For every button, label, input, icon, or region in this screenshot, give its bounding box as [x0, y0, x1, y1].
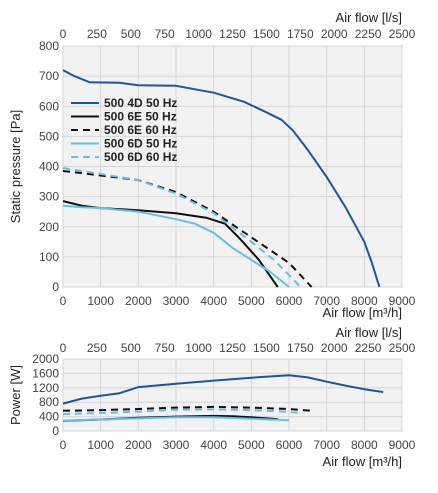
pressure-y-tick-label: 800: [39, 39, 59, 53]
power-x-tick-label: 6000: [276, 438, 303, 452]
power-y-tick-label: 1200: [32, 381, 59, 395]
pressure-series-line-2: [62, 170, 313, 288]
pressure-y-tick-label: 500: [39, 129, 59, 143]
power-x-tick-label: 9000: [389, 438, 416, 452]
pressure-x2-axis-label: Air flow [l/s]: [336, 10, 402, 25]
power-x2-tick-label: 1500: [253, 341, 280, 355]
power-series-line-2: [62, 405, 312, 412]
power-x-tick-label: 0: [60, 438, 67, 452]
power-y-tick-label: 1600: [32, 366, 59, 380]
pressure-y-tick-label: 400: [39, 160, 59, 174]
pressure-y-tick-label: 700: [39, 69, 59, 83]
pressure-x2-tick-label: 0: [60, 27, 67, 41]
pressure-x2-tick-label: 250: [87, 27, 107, 41]
pressure-series-line-0: [62, 69, 381, 288]
power-y-tick-label: 400: [39, 410, 59, 424]
power-x2-tick-label: 1250: [219, 341, 246, 355]
power-x2-tick-label: 2250: [355, 341, 382, 355]
power-x2-tick-label: 0: [60, 341, 67, 355]
pressure-series-line-3: [62, 204, 290, 288]
power-x-tick-label: 2000: [125, 438, 152, 452]
power-y-axis-label: Power [W]: [8, 365, 23, 425]
pressure-x2-tick-label: 1500: [253, 27, 280, 41]
power-x2-tick-label: 2500: [389, 341, 416, 355]
pressure-x2-tick-label: 2250: [355, 27, 382, 41]
pressure-y-tick-label: 200: [39, 220, 59, 234]
pressure-x-tick-label: 9000: [389, 294, 416, 308]
pressure-x2-tick-label: 2000: [321, 27, 348, 41]
power-x2-tick-label: 750: [155, 341, 175, 355]
pressure-x2-tick-label: 1000: [185, 27, 212, 41]
pressure-x-tick-label: 8000: [351, 294, 378, 308]
power-y-tick-label: 0: [52, 424, 59, 438]
pressure-x-tick-label: 5000: [238, 294, 265, 308]
pressure-x-tick-label: 2000: [125, 294, 152, 308]
power-x-tick-label: 7000: [313, 438, 340, 452]
pressure-x2-tick-label: 1750: [287, 27, 314, 41]
power-x2-tick-label: 2000: [321, 341, 348, 355]
power-x-axis-label: Air flow [m³/h]: [323, 454, 402, 469]
pressure-x-tick-label: 1000: [87, 294, 114, 308]
power-x-tick-label: 5000: [238, 438, 265, 452]
power-x-tick-label: 1000: [87, 438, 114, 452]
power-plot-area: [62, 358, 403, 432]
power-x2-tick-label: 500: [121, 341, 141, 355]
pressure-x-tick-label: 4000: [200, 294, 227, 308]
legend-label-2: 500 6E 60 Hz: [104, 123, 177, 137]
pressure-x2-tick-label: 1250: [219, 27, 246, 41]
power-x-tick-label: 8000: [351, 438, 378, 452]
power-series-line-3: [62, 416, 290, 422]
power-series-line-0: [62, 374, 384, 405]
pressure-y-tick-label: 0: [52, 280, 59, 294]
pressure-x-tick-label: 6000: [276, 294, 303, 308]
pressure-x-tick-label: 7000: [313, 294, 340, 308]
power-x-tick-label: 4000: [200, 438, 227, 452]
legend-label-4: 500 6D 60 Hz: [104, 150, 177, 164]
pressure-x-tick-label: 0: [60, 294, 67, 308]
power-series-line-4: [62, 408, 301, 416]
legend-label-3: 500 6D 50 Hz: [104, 137, 177, 151]
pressure-y-tick-label: 600: [39, 99, 59, 113]
pressure-y-tick-label: 100: [39, 250, 59, 264]
power-x2-tick-label: 1750: [287, 341, 314, 355]
legend-label-1: 500 6E 50 Hz: [104, 110, 177, 124]
pressure-x-axis-label: Air flow [m³/h]: [323, 305, 402, 320]
power-x2-tick-label: 1000: [185, 341, 212, 355]
pressure-y-tick-label: 300: [39, 190, 59, 204]
power-y-tick-label: 2000: [32, 352, 59, 366]
pressure-x2-tick-label: 750: [155, 27, 175, 41]
pressure-y-axis-label: Static pressure [Pa]: [8, 110, 23, 223]
power-x2-tick-label: 250: [87, 341, 107, 355]
pressure-x-tick-label: 3000: [163, 294, 190, 308]
pressure-x2-tick-label: 500: [121, 27, 141, 41]
power-x-tick-label: 3000: [163, 438, 190, 452]
power-y-tick-label: 800: [39, 395, 59, 409]
power-x2-axis-label: Air flow [l/s]: [336, 325, 402, 340]
pressure-series-line-4: [62, 167, 302, 288]
pressure-x2-tick-label: 2500: [389, 27, 416, 41]
legend-label-0: 500 4D 50 Hz: [104, 96, 177, 110]
